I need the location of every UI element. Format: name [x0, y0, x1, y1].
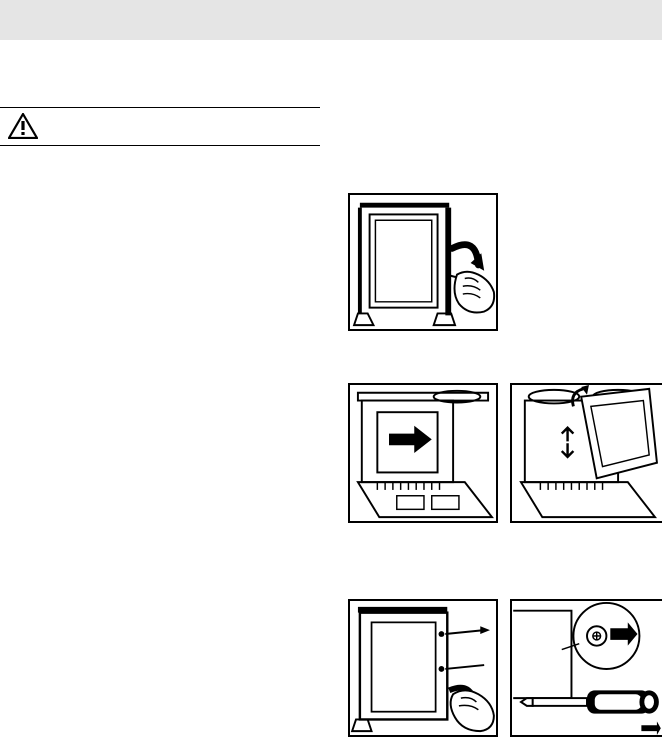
header-band — [0, 0, 662, 40]
step-1-illustration — [348, 193, 498, 331]
warning-rule-bottom — [0, 145, 320, 146]
warning-triangle-icon — [8, 113, 38, 139]
warning-rule-top — [0, 107, 320, 108]
step-3b-illustration — [510, 599, 662, 737]
step-2a-illustration — [348, 383, 498, 523]
step-3a-illustration — [348, 599, 498, 737]
step-2b-illustration — [510, 383, 662, 523]
